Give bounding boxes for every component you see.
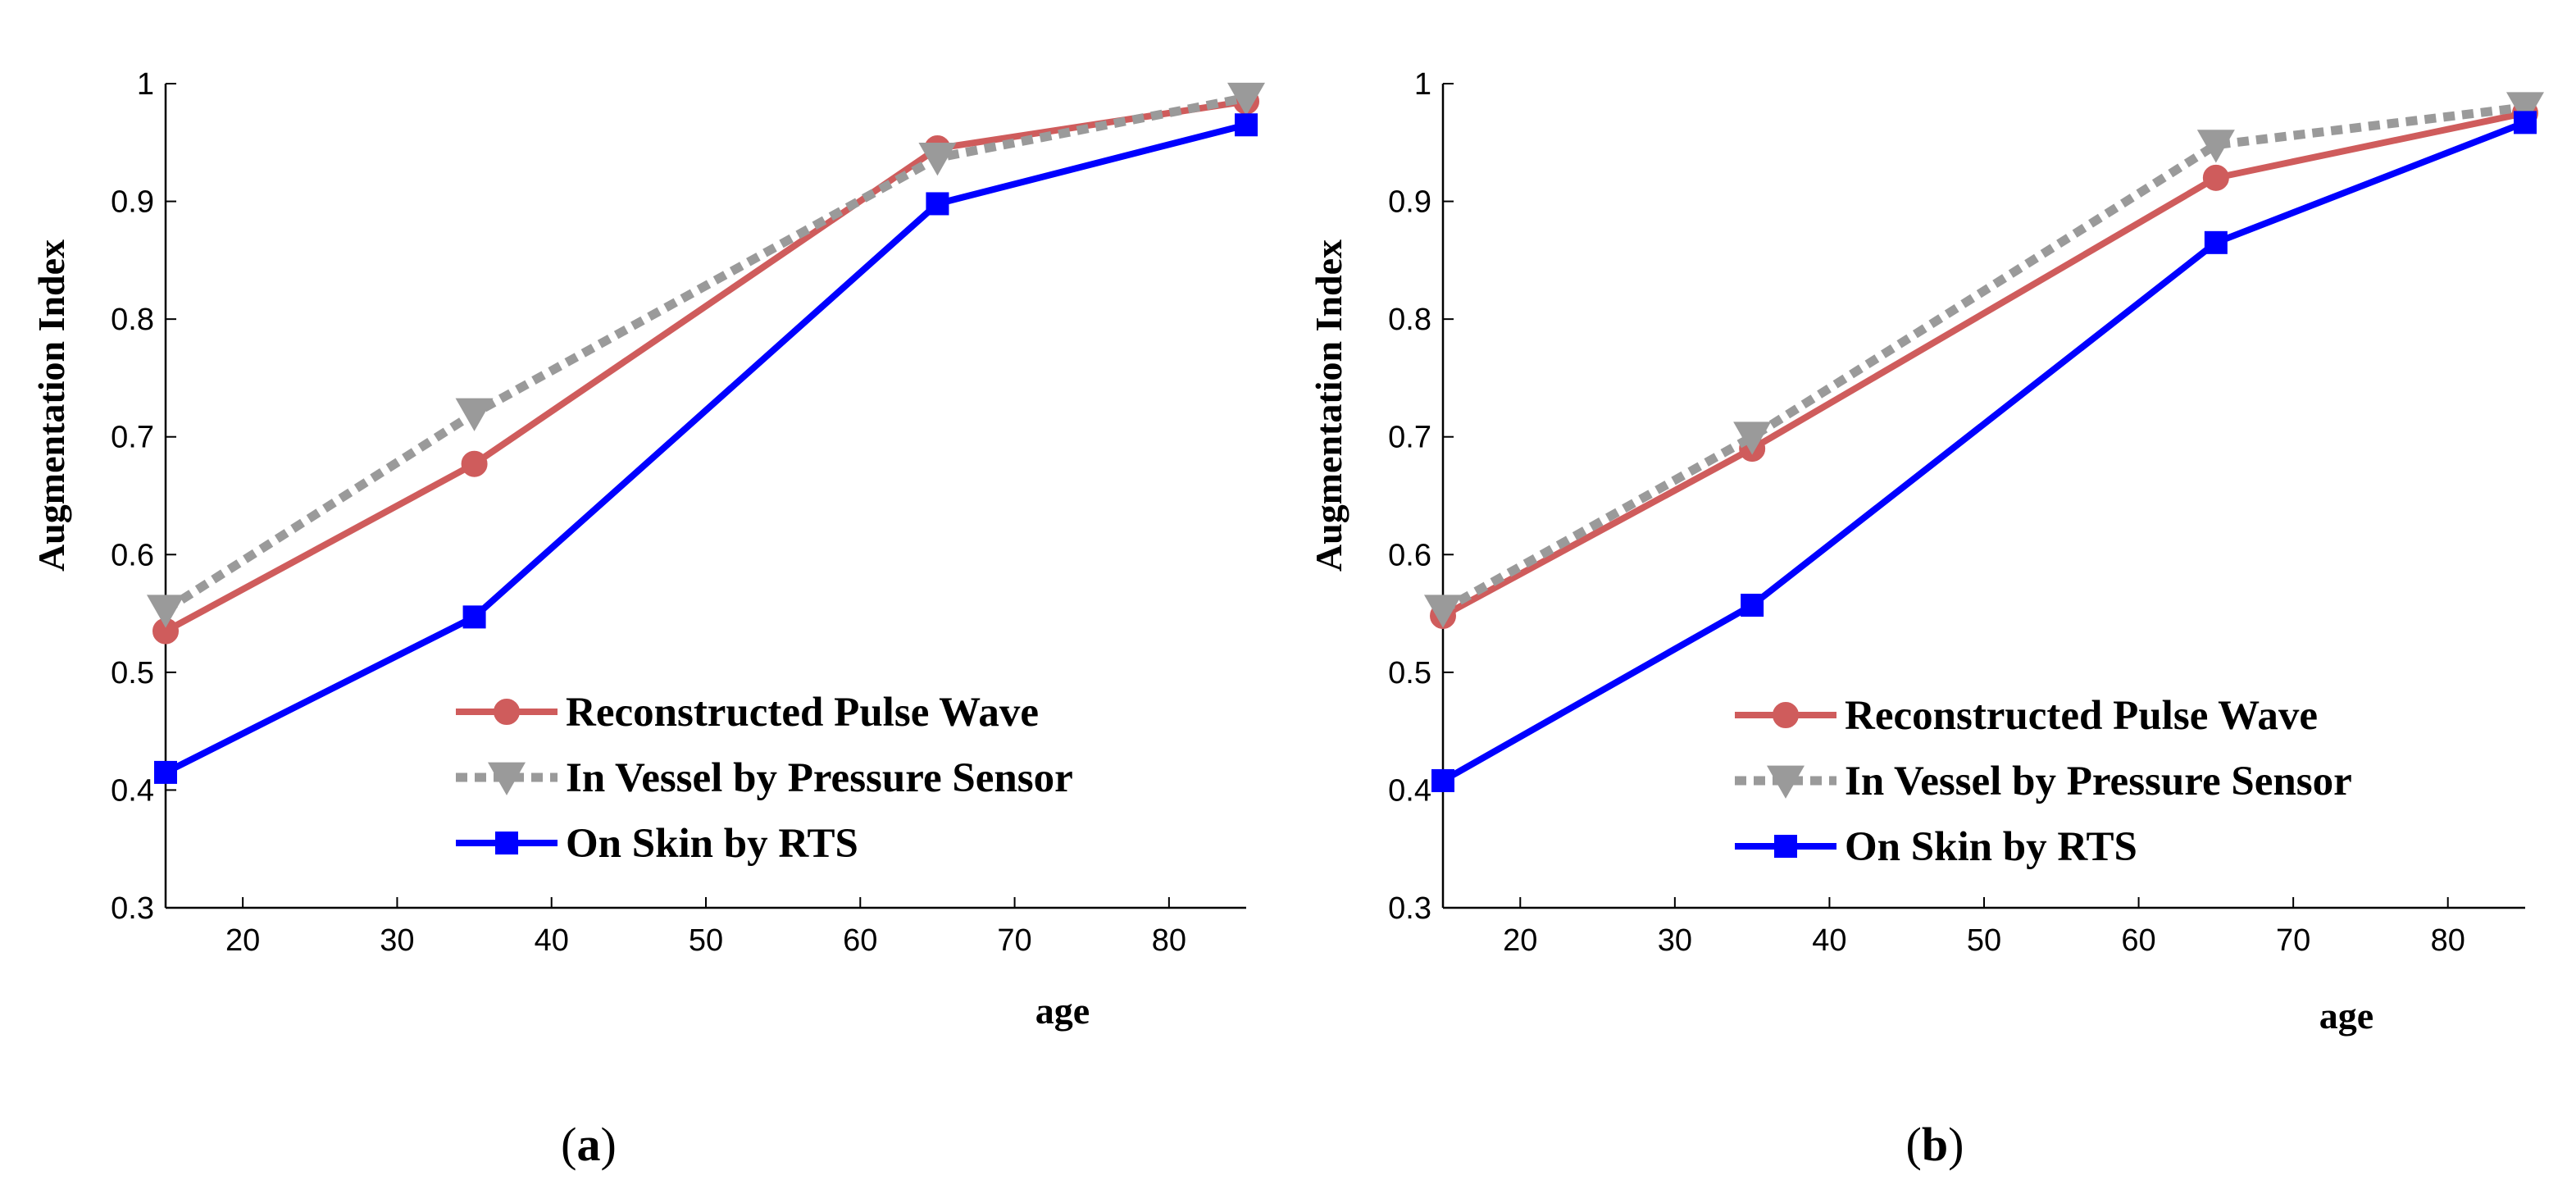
series-circle xyxy=(152,88,1259,645)
x-axis-label: age xyxy=(2319,995,2373,1037)
x-tick-label: 50 xyxy=(1967,923,2001,958)
x-tick-label: 60 xyxy=(843,923,877,958)
y-tick-label: 0.3 xyxy=(111,891,154,926)
panel-caption: (a) xyxy=(561,1118,617,1171)
series-triangle-down xyxy=(147,82,1265,628)
x-tick-label: 50 xyxy=(689,923,723,958)
series-line xyxy=(163,93,1248,614)
x-tick-label: 20 xyxy=(225,923,260,958)
series-line xyxy=(164,98,1247,635)
y-tick-label: 0.4 xyxy=(111,773,154,808)
y-tick-label: 0.5 xyxy=(111,656,154,690)
y-tick-label: 0.9 xyxy=(111,185,154,220)
y-tick-label: 0.4 xyxy=(1388,773,1431,808)
y-tick-label: 0.7 xyxy=(111,421,154,455)
x-tick-label: 40 xyxy=(535,923,569,958)
y-tick-label: 1 xyxy=(1414,67,1431,102)
data-point xyxy=(488,762,526,795)
data-point xyxy=(1227,82,1265,116)
series-line xyxy=(1441,119,2527,784)
data-point xyxy=(1733,422,1772,455)
legend-label: In Vessel by Pressure Sensor xyxy=(566,755,1073,801)
data-point xyxy=(2204,230,2228,254)
x-tick-label: 80 xyxy=(2431,923,2465,958)
y-tick-label: 0.6 xyxy=(111,538,154,572)
y-tick-label: 0.5 xyxy=(1388,656,1431,690)
series-line xyxy=(1440,103,2526,614)
y-tick-label: 0.9 xyxy=(1388,185,1431,220)
x-tick-label: 30 xyxy=(380,923,414,958)
y-tick-label: 0.8 xyxy=(1388,303,1431,337)
data-point xyxy=(1767,765,1805,799)
data-point xyxy=(1235,113,1258,137)
data-point xyxy=(2514,111,2537,134)
legend: Reconstructed Pulse Wave In Vessel by Pre… xyxy=(456,690,1073,867)
legend: Reconstructed Pulse Wave In Vessel by Pre… xyxy=(1735,693,2352,870)
data-point xyxy=(455,398,494,431)
data-point xyxy=(2202,164,2229,191)
data-point xyxy=(462,605,486,629)
series-square xyxy=(154,113,1258,784)
data-point xyxy=(1773,702,1799,728)
series-triangle-down xyxy=(1424,92,2544,628)
legend-label: In Vessel by Pressure Sensor xyxy=(1845,759,2352,804)
x-axis-label: age xyxy=(1035,990,1090,1032)
data-point xyxy=(1741,594,1764,617)
x-tick-label: 70 xyxy=(2276,923,2310,958)
data-point xyxy=(2506,92,2544,125)
x-tick-label: 60 xyxy=(2121,923,2155,958)
data-point xyxy=(2196,130,2235,163)
chart-panel-b: 0.3 0.4 0.5 0.6 0.7 0.8 0.9 1 20 30 40 50 60 70 80 Augm… xyxy=(1308,67,2544,1037)
legend-label: Reconstructed Pulse Wave xyxy=(1845,693,2318,739)
y-axis-label: Augmentation Index xyxy=(1308,239,1349,572)
data-point xyxy=(1774,835,1797,858)
y-tick-label: 0.7 xyxy=(1388,421,1431,455)
x-tick-label: 20 xyxy=(1503,923,1537,958)
series-square xyxy=(1431,111,2537,792)
data-point xyxy=(1431,768,1454,792)
x-tick-label: 80 xyxy=(1152,923,1186,958)
data-point xyxy=(154,760,177,784)
y-tick-label: 0.8 xyxy=(111,303,154,337)
panel-caption: (b) xyxy=(1906,1118,1964,1171)
y-tick-label: 0.6 xyxy=(1388,538,1431,572)
series-line xyxy=(164,121,1247,776)
x-tick-label: 30 xyxy=(1658,923,1692,958)
data-point xyxy=(494,699,520,725)
x-tick-label: 40 xyxy=(1812,923,1846,958)
legend-label: On Skin by RTS xyxy=(566,821,858,867)
legend-label: On Skin by RTS xyxy=(1845,824,2137,870)
data-point xyxy=(461,450,488,477)
data-point xyxy=(918,143,957,176)
x-tick-label: 70 xyxy=(997,923,1031,958)
y-tick-label: 1 xyxy=(137,67,154,102)
legend-label: Reconstructed Pulse Wave xyxy=(566,690,1039,736)
data-point xyxy=(926,192,949,216)
y-tick-label: 0.3 xyxy=(1388,891,1431,926)
y-axis-label: Augmentation Index xyxy=(30,239,72,572)
data-point xyxy=(1424,595,1462,628)
series-line xyxy=(1441,109,2526,619)
data-point xyxy=(147,595,184,628)
data-point xyxy=(495,832,518,854)
chart-panel-a: 0.3 0.4 0.5 0.6 0.7 0.8 0.9 1 20 30 40 50 60 70 80 Augm… xyxy=(30,67,1265,1032)
